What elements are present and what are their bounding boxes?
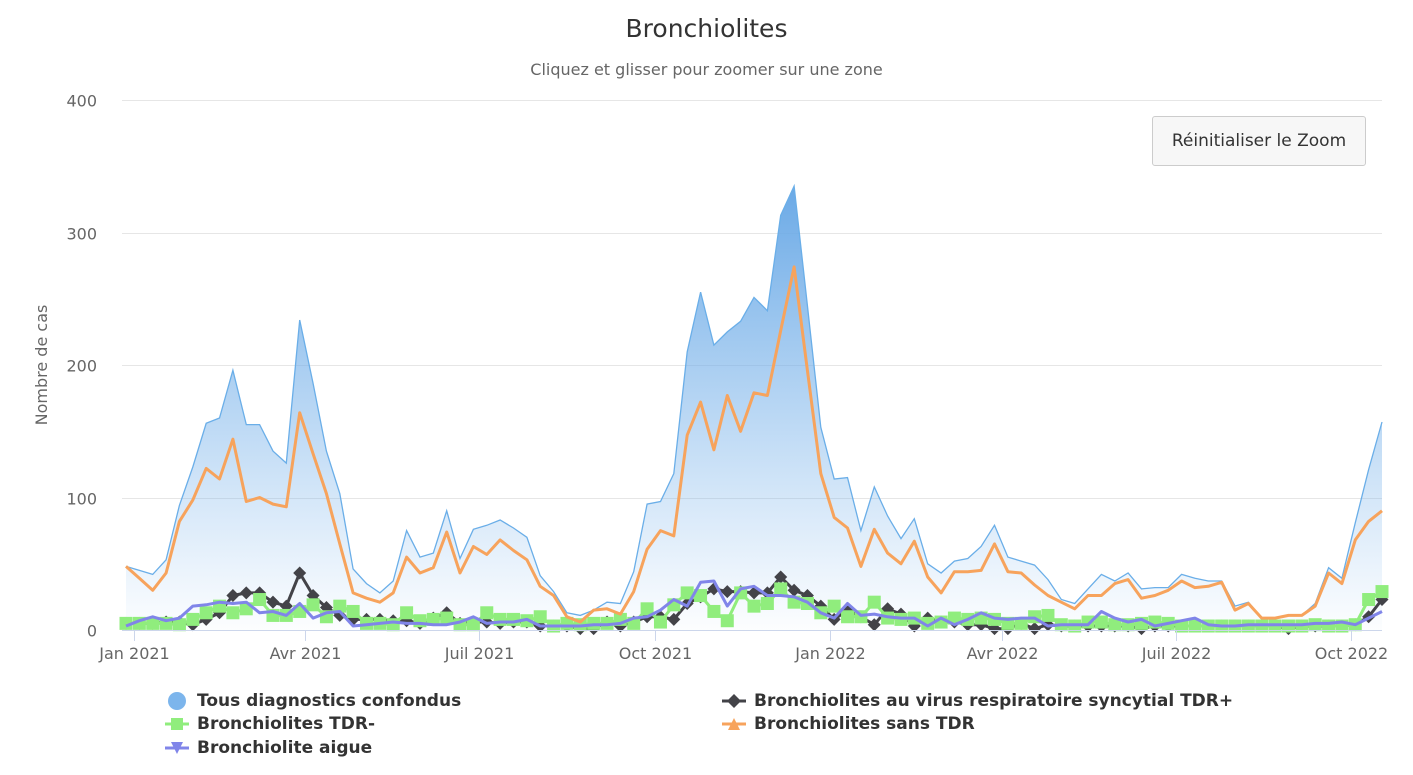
- data-point: [346, 604, 360, 618]
- reset-zoom-button[interactable]: Réinitialiser le Zoom: [1152, 116, 1366, 166]
- x-tick-label: Avr 2022: [967, 644, 1039, 663]
- data-point: [253, 593, 267, 607]
- data-point: [867, 595, 881, 609]
- series-3[interactable]: [125, 265, 1383, 624]
- x-tick-label: Juil 2022: [1141, 644, 1212, 663]
- data-point: [1375, 585, 1389, 599]
- data-point: [720, 614, 734, 628]
- data-point: [333, 599, 347, 613]
- series-4[interactable]: [125, 579, 1383, 628]
- legend-item-0[interactable]: Tous diagnostics confondus: [165, 690, 461, 712]
- x-tick-label: Juil 2021: [444, 644, 515, 663]
- data-point: [426, 612, 440, 626]
- data-point: [720, 585, 734, 599]
- legend-label: Bronchiolites sans TDR: [754, 714, 975, 734]
- data-point: [226, 589, 240, 603]
- triangle-icon: [722, 718, 746, 730]
- x-tick-label: Oct 2021: [619, 644, 692, 663]
- data-point: [506, 612, 520, 626]
- data-point: [199, 606, 213, 620]
- series-line: [125, 579, 1383, 628]
- data-point: [146, 616, 160, 630]
- legend-label: Bronchiolites au virus respiratoire sync…: [754, 691, 1234, 711]
- data-point: [239, 586, 253, 600]
- data-point: [827, 599, 841, 613]
- legend-label: Bronchiolite aigue: [197, 738, 373, 758]
- data-point: [480, 606, 494, 620]
- y-tick-label: 400: [66, 92, 97, 111]
- data-point: [747, 599, 761, 613]
- triangle-down-icon: [165, 742, 189, 754]
- legend-item-3[interactable]: Bronchiolites sans TDR: [722, 713, 975, 735]
- data-point: [653, 615, 667, 629]
- data-point: [1041, 608, 1055, 622]
- data-point: [841, 610, 855, 624]
- legend-item-2[interactable]: Bronchiolites TDR-: [165, 713, 375, 735]
- data-point: [266, 595, 280, 609]
- data-point: [1108, 618, 1122, 632]
- data-point: [1362, 593, 1376, 607]
- legend-marker: [168, 692, 186, 710]
- area-line: [125, 183, 1383, 619]
- legend-marker: [171, 718, 183, 730]
- legend-marker: [171, 742, 183, 754]
- data-point: [440, 611, 454, 625]
- legend-label: Bronchiolites TDR-: [197, 714, 376, 734]
- x-tick-label: Jan 2022: [794, 644, 865, 663]
- data-point: [1188, 619, 1202, 633]
- data-point: [400, 606, 414, 620]
- data-point: [774, 582, 788, 596]
- data-point: [707, 604, 721, 618]
- data-point: [787, 583, 801, 597]
- square-icon: [165, 718, 189, 730]
- diamond-icon: [722, 694, 746, 708]
- data-point: [694, 589, 708, 603]
- data-point: [386, 618, 400, 632]
- legend-item-4[interactable]: Bronchiolite aigue: [165, 737, 372, 759]
- data-point: [640, 602, 654, 616]
- data-point: [293, 566, 307, 580]
- y-tick-label: 100: [66, 490, 97, 509]
- circle-icon: [168, 692, 186, 710]
- legend-marker: [728, 718, 740, 730]
- data-point: [1028, 622, 1042, 636]
- data-point: [119, 616, 133, 630]
- data-point: [466, 618, 480, 632]
- y-tick-label: 0: [87, 622, 97, 641]
- series-layer[interactable]: [119, 183, 1389, 636]
- data-point: [306, 598, 320, 612]
- x-axis: Jan 2021 Avr 2021 Juil 2021 Oct 2021 Jan 202…: [98, 630, 1388, 663]
- data-point: [774, 570, 788, 584]
- data-point: [1014, 616, 1028, 630]
- data-point: [226, 606, 240, 620]
- data-point: [680, 586, 694, 600]
- data-point: [947, 611, 961, 625]
- series-0[interactable]: [125, 183, 1383, 630]
- series-line: [125, 265, 1383, 624]
- data-point: [921, 616, 935, 630]
- x-tick-label: Oct 2022: [1315, 644, 1388, 663]
- legend-marker: [727, 694, 741, 708]
- y-axis-label: Nombre de cas: [32, 305, 51, 426]
- x-tick-label: Avr 2021: [270, 644, 342, 663]
- data-point: [1094, 615, 1108, 629]
- area-fill: [126, 186, 1382, 630]
- data-point: [667, 612, 681, 626]
- chart-title: Bronchiolites: [625, 14, 788, 43]
- legend-item-1[interactable]: Bronchiolites au virus respiratoire sync…: [722, 690, 1233, 712]
- y-tick-label: 200: [66, 357, 97, 376]
- data-point: [867, 618, 881, 632]
- chart-subtitle: Cliquez et glisser pour zoomer sur une z…: [530, 60, 883, 79]
- data-point: [172, 618, 186, 632]
- data-point: [186, 612, 200, 626]
- y-tick-label: 300: [66, 225, 97, 244]
- y-axis: 0 100 200 300 400: [66, 92, 97, 641]
- data-point: [760, 597, 774, 610]
- x-tick-label: Jan 2021: [98, 644, 169, 663]
- data-point: [533, 610, 547, 624]
- legend-label: Tous diagnostics confondus: [197, 691, 462, 711]
